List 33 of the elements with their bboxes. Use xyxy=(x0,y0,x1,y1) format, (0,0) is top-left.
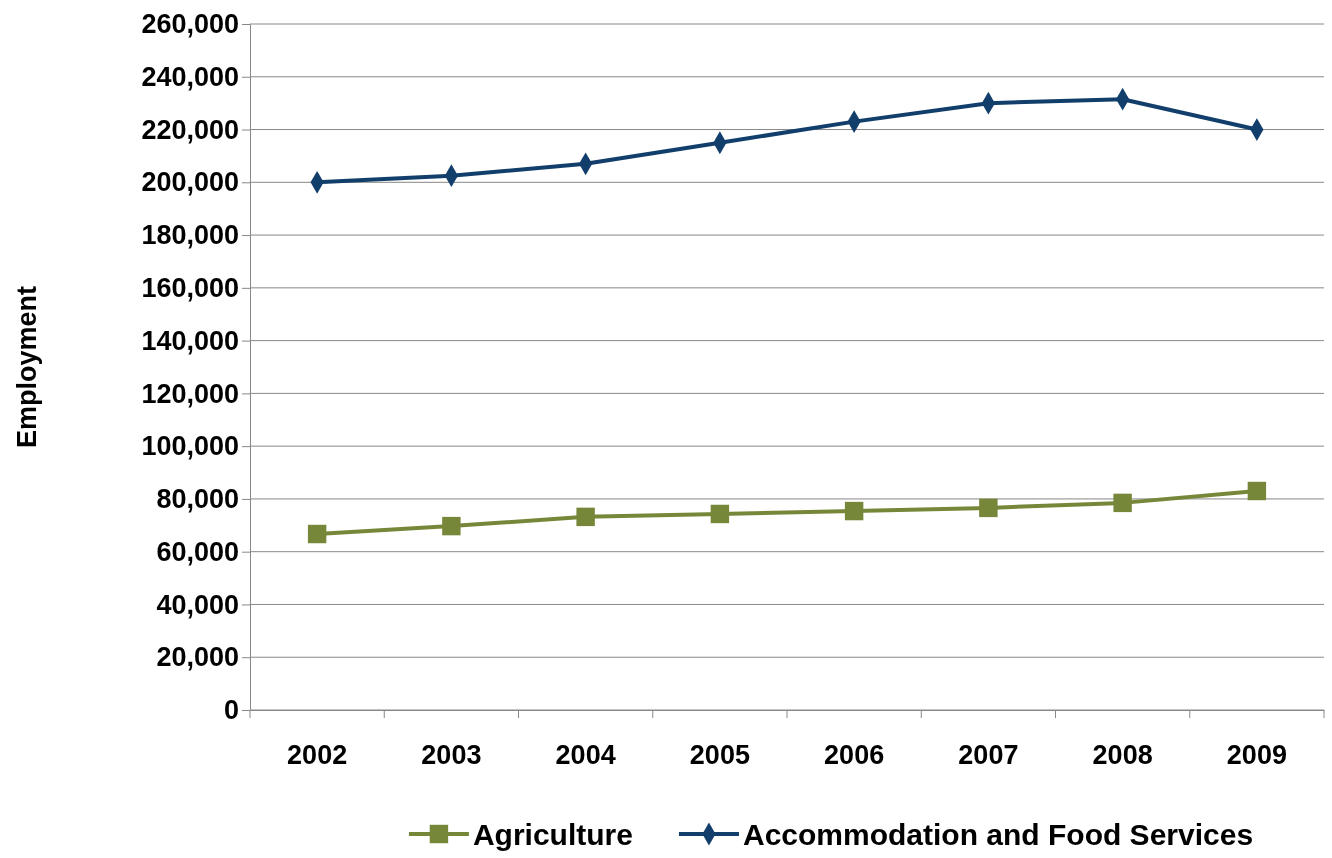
point xyxy=(1247,481,1267,501)
point xyxy=(1113,493,1132,513)
point xyxy=(307,524,327,544)
legend-label: Agriculture xyxy=(472,817,633,851)
point xyxy=(442,516,461,536)
x-tick-label: 2009 xyxy=(1226,740,1287,771)
legend-label: Accommodation and Food Services xyxy=(742,817,1254,851)
x-tick-label: 2006 xyxy=(824,740,885,771)
point xyxy=(979,498,998,518)
y-axis-title: Employment xyxy=(12,285,42,449)
y-tick-label: 260,000 xyxy=(141,9,239,40)
y-tick-label: 120,000 xyxy=(141,378,239,409)
y-tick-label: 20,000 xyxy=(156,642,239,673)
y-tick-label: 200,000 xyxy=(141,167,239,198)
point xyxy=(576,507,595,527)
y-tick-label: 180,000 xyxy=(141,220,239,251)
y-tick-label: 80,000 xyxy=(156,484,239,515)
x-tick-label: 2004 xyxy=(555,740,616,771)
y-tick-label: 0 xyxy=(223,695,239,726)
x-tick-label: 2008 xyxy=(1092,740,1153,771)
x-tick-label: 2005 xyxy=(689,740,750,771)
y-tick-label: 220,000 xyxy=(141,114,239,145)
x-tick-label: 2003 xyxy=(421,740,482,771)
x-tick-label: 2002 xyxy=(287,740,348,771)
x-tick-label: 2007 xyxy=(958,740,1019,771)
y-tick-label: 240,000 xyxy=(141,61,239,92)
y-tick-label: 100,000 xyxy=(141,431,239,462)
point xyxy=(844,501,864,521)
y-tick-label: 160,000 xyxy=(141,272,239,303)
point xyxy=(710,504,730,524)
y-tick-label: 140,000 xyxy=(141,325,239,356)
y-tick-label: 60,000 xyxy=(156,536,239,567)
y-tick-label: 40,000 xyxy=(156,589,239,620)
